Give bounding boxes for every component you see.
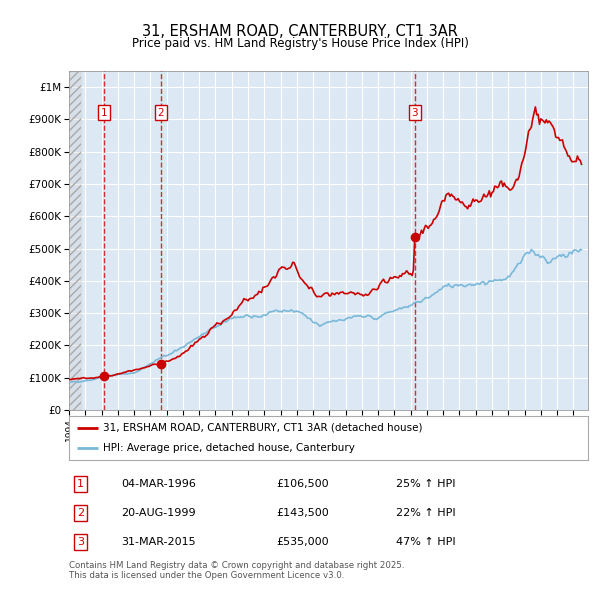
- Text: 2: 2: [77, 508, 84, 518]
- Text: £143,500: £143,500: [277, 508, 329, 518]
- Text: Price paid vs. HM Land Registry's House Price Index (HPI): Price paid vs. HM Land Registry's House …: [131, 37, 469, 50]
- Text: £535,000: £535,000: [277, 537, 329, 547]
- Text: 31-MAR-2015: 31-MAR-2015: [121, 537, 196, 547]
- Text: 3: 3: [77, 537, 84, 547]
- Text: 47% ↑ HPI: 47% ↑ HPI: [396, 537, 455, 547]
- Text: 1: 1: [101, 108, 107, 118]
- Text: 2: 2: [157, 108, 164, 118]
- Text: 31, ERSHAM ROAD, CANTERBURY, CT1 3AR (detached house): 31, ERSHAM ROAD, CANTERBURY, CT1 3AR (de…: [103, 423, 422, 433]
- Text: HPI: Average price, detached house, Canterbury: HPI: Average price, detached house, Cant…: [103, 443, 355, 453]
- Text: Contains HM Land Registry data © Crown copyright and database right 2025.
This d: Contains HM Land Registry data © Crown c…: [69, 560, 404, 580]
- Text: 31, ERSHAM ROAD, CANTERBURY, CT1 3AR: 31, ERSHAM ROAD, CANTERBURY, CT1 3AR: [142, 24, 458, 38]
- Text: 20-AUG-1999: 20-AUG-1999: [121, 508, 196, 518]
- Text: 22% ↑ HPI: 22% ↑ HPI: [396, 508, 455, 518]
- Text: 04-MAR-1996: 04-MAR-1996: [121, 479, 196, 489]
- Text: 3: 3: [412, 108, 418, 118]
- Text: 1: 1: [77, 479, 84, 489]
- Text: 25% ↑ HPI: 25% ↑ HPI: [396, 479, 455, 489]
- Text: £106,500: £106,500: [277, 479, 329, 489]
